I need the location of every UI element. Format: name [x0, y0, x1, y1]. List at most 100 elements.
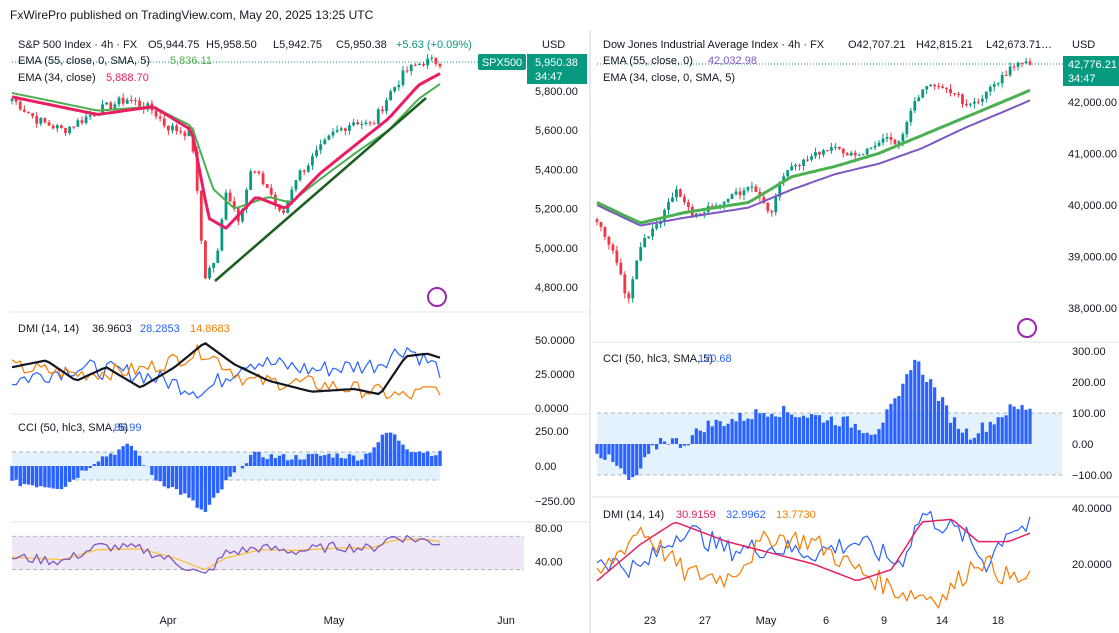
- dji-cci-bar: [710, 426, 714, 444]
- spx-cci-bar: [154, 466, 158, 481]
- spx-open: O5,944.75: [148, 39, 199, 51]
- spx-cci-bar: [425, 451, 430, 466]
- dji-candle: [873, 145, 877, 148]
- dji-cci-bar: [929, 379, 933, 444]
- spx-dmi-adx-value: 36.9603: [92, 323, 132, 335]
- spx-cci-bar: [343, 458, 348, 466]
- spx-candle: [409, 64, 413, 72]
- spx-candle: [199, 190, 203, 241]
- dji-cci-bar: [964, 428, 969, 444]
- dji-candle: [1028, 61, 1032, 65]
- dji-cci-axis-label: 0.00: [1072, 439, 1093, 451]
- dji-cci-axis-label: 100.00: [1072, 408, 1106, 420]
- dji-candle: [623, 274, 627, 294]
- dji-cci-bar: [670, 438, 675, 444]
- dji-candle: [945, 87, 948, 89]
- spx-candle: [166, 125, 170, 131]
- dji-dmi-adx-value: 30.9159: [676, 509, 716, 521]
- dji-cci-bar: [865, 432, 869, 444]
- dji-cci-bar: [988, 421, 992, 444]
- spx-candle: [356, 122, 360, 125]
- dji-candle: [639, 247, 643, 261]
- spx-cci-bar: [327, 453, 331, 466]
- spx-cci-bar: [30, 466, 35, 486]
- spx-candle: [389, 91, 393, 101]
- dji-dmi-minus-value: 13.7730: [776, 509, 816, 521]
- spx-candle: [253, 171, 257, 173]
- spx-candle: [68, 126, 72, 134]
- dji-cci-bar: [809, 414, 814, 444]
- dji-ema55-value: 42,032.98: [708, 55, 757, 67]
- spx-candle: [10, 98, 14, 101]
- spx-cci-bar: [355, 460, 360, 466]
- dji-candle: [790, 166, 794, 171]
- spx-cci-bar: [170, 466, 175, 488]
- dji-candle: [734, 191, 738, 195]
- dji-cci-band: [597, 413, 1062, 475]
- spx-candle: [282, 210, 286, 213]
- spx-candle: [290, 189, 294, 201]
- dji-candle: [877, 142, 881, 146]
- spx-cci-axis-label: 250.00: [535, 426, 569, 438]
- dji-cci-bar: [770, 413, 774, 444]
- spx-cci-bar: [63, 466, 68, 487]
- dji-cci-axis-label: 300.00: [1072, 346, 1106, 358]
- dji-candle: [603, 226, 607, 237]
- spx-cci-bar: [207, 466, 212, 505]
- dji-candle: [957, 93, 960, 95]
- dji-cci-bar: [750, 419, 754, 444]
- spx-cci-axis-label: −250.00: [535, 496, 575, 508]
- dji-price-axis-label: 41,000.00: [1068, 149, 1117, 161]
- spx-cci-bar: [174, 466, 179, 490]
- spx-low: L5,942.75: [273, 39, 322, 51]
- dji-cci-bar: [925, 381, 929, 444]
- dji-candle: [849, 152, 853, 156]
- spx-candle: [55, 125, 59, 129]
- spx-cci-bar: [269, 454, 273, 466]
- dji-candle: [671, 197, 674, 202]
- dji-cci-bar: [976, 433, 980, 444]
- dji-candle: [659, 221, 662, 225]
- spx-cci-bar: [59, 466, 64, 490]
- dji-candle: [802, 159, 805, 166]
- spx-cci-bar: [384, 432, 389, 466]
- dji-cci-bar: [944, 405, 949, 444]
- dji-low: L42,673.71…: [986, 39, 1052, 51]
- spx-cci-bar: [430, 456, 434, 466]
- dji-candle: [742, 190, 746, 196]
- spx-cci-bar: [306, 453, 311, 466]
- spx-candle: [360, 123, 364, 125]
- dji-cci-bar: [805, 417, 810, 444]
- header: FxWirePro published on TradingView.com, …: [0, 0, 1119, 28]
- dji-cci-bar: [742, 420, 746, 444]
- dji-cci-value: 120.68: [698, 353, 732, 365]
- spx-cci-bar: [244, 463, 249, 466]
- spx-cci-bar: [121, 446, 125, 466]
- spx-high: H5,958.50: [206, 39, 257, 51]
- dji-price-axis-label: 40,000.00: [1068, 200, 1117, 212]
- spx-cci-bar: [80, 466, 84, 471]
- dji-candle: [921, 89, 925, 98]
- dji-cci-bar: [658, 437, 663, 444]
- spx-cci-bar: [133, 450, 138, 466]
- dji-cci-bar: [623, 444, 627, 475]
- spx-candle: [187, 129, 191, 137]
- dji-cci-bar: [607, 444, 611, 455]
- spx-candle: [39, 117, 43, 124]
- dji-dmi-axis-label: 40.0000: [1072, 503, 1112, 515]
- dji-candle: [980, 98, 984, 102]
- spx-candle: [134, 100, 137, 102]
- dji-candle: [1016, 62, 1020, 67]
- dji-cci-bar: [1008, 404, 1012, 444]
- dji-price-axis-label: 39,000.00: [1068, 252, 1117, 264]
- spx-candle: [257, 171, 261, 174]
- dji-candle: [822, 150, 825, 155]
- dji-cci-bar: [738, 412, 742, 444]
- spx-cci-bar: [323, 455, 327, 466]
- dji-candle: [627, 293, 631, 299]
- dji-candle: [913, 101, 917, 111]
- spx-cci-bar: [113, 454, 117, 466]
- dji-candle: [1020, 62, 1024, 64]
- dji-candle: [810, 156, 813, 160]
- dji-cci-bar: [635, 444, 639, 476]
